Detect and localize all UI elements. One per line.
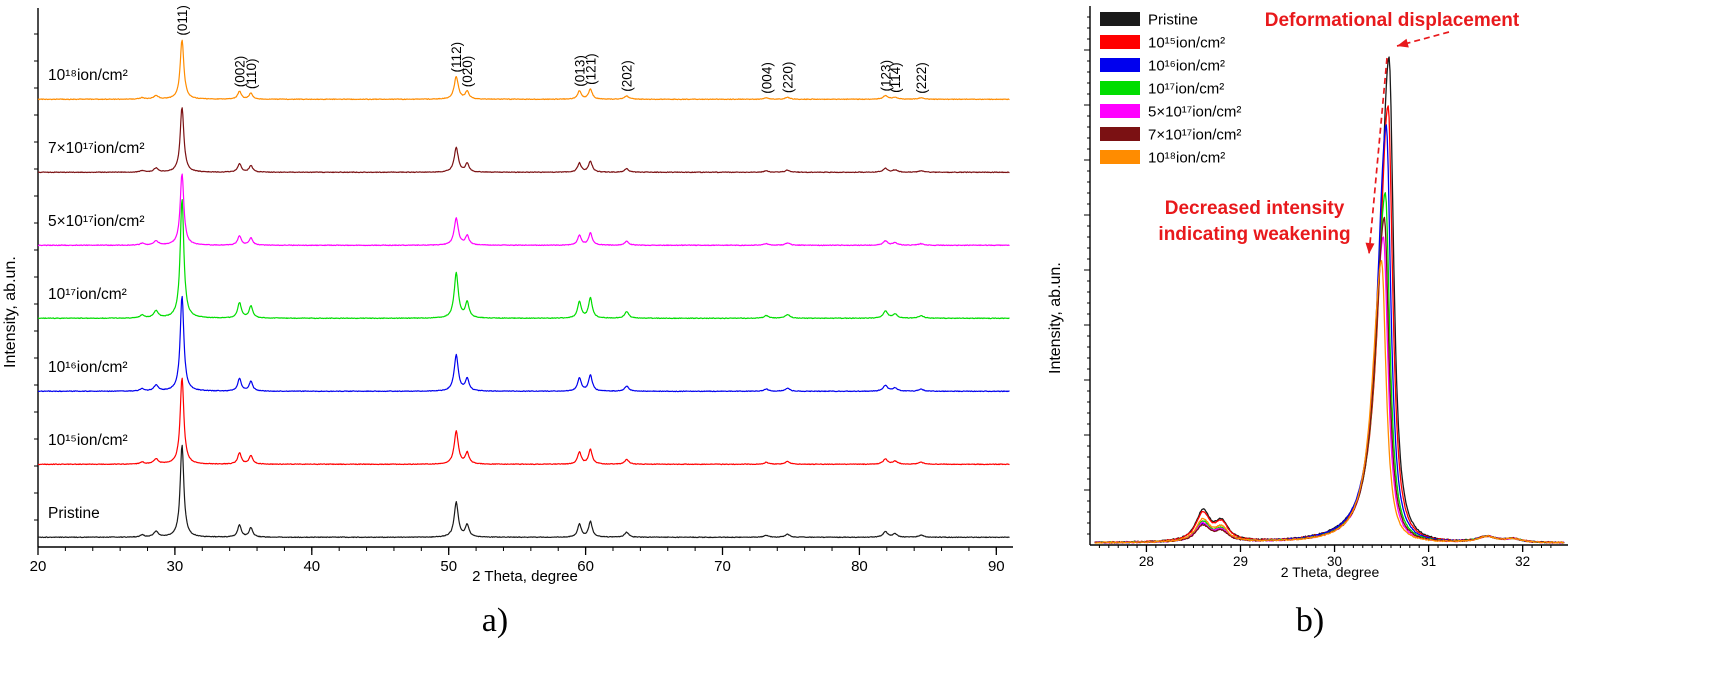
peak-hkl-label: (121) [583,53,598,85]
xrd-trace-0 [37,444,1010,539]
x-tick-label: 30 [1327,554,1342,569]
series-label-4: 5×10¹⁷ion/cm² [48,213,145,230]
x-tick-label: 32 [1515,554,1530,569]
x-tick-label: 90 [988,558,1005,575]
legend-swatch-1 [1100,35,1140,49]
panel-b-caption: b) [1295,602,1325,639]
legend-label-0: Pristine [1148,12,1198,29]
xrd-trace-3 [37,199,1010,320]
deformational-displacement-annotation: Deformational displacement [1264,10,1520,31]
xrd-trace-1 [37,377,1010,466]
peak-hkl-label: (020) [460,56,475,88]
series-label-3: 10¹⁷ion/cm² [48,286,127,303]
zoom-trace-5 [1094,216,1565,544]
peak-hkl-label: (222) [914,62,929,94]
x-tick-label: 31 [1421,554,1436,569]
zoom-trace-1 [1094,105,1565,544]
annotation-line-1: Decreased intensity [1164,198,1345,219]
xrd-trace-2 [37,295,1010,393]
legend-swatch-2 [1100,58,1140,72]
zoom-trace-6 [1094,260,1565,544]
intensity-arrow-head [1365,242,1375,254]
series-label-2: 10¹⁶ion/cm² [48,359,128,376]
peak-hkl-label: (013) [572,55,587,87]
peak-hkl-label: (220) [781,62,796,94]
zoom-trace-2 [1094,124,1565,544]
panel-a-yaxis-title: Intensity, ab.un. [2,256,19,368]
panel-b-xaxis-title: 2 Theta, degree [1280,564,1380,580]
deformation-arrow-head [1397,38,1409,48]
series-label-6: 10¹⁸ion/cm² [48,67,128,84]
annotation-line-2: indicating weakening [1158,223,1351,245]
panel-a-xaxis-title: 2 Theta, degree [472,568,578,585]
x-tick-label: 80 [851,558,868,575]
legend-label-4: 5×10¹⁷ion/cm² [1148,104,1241,121]
xrd-trace-5 [37,107,1010,174]
legend-swatch-4 [1100,104,1140,118]
peak-hkl-label: (011) [175,5,190,36]
series-label-5: 7×10¹⁷ion/cm² [48,140,145,157]
peak-hkl-label: (202) [620,60,635,92]
intensity-arrow [1368,57,1388,255]
x-tick-label: 30 [167,558,184,575]
x-tick-label: 28 [1139,554,1154,569]
peak-hkl-label: (112) [449,42,464,73]
legend-label-2: 10¹⁶ion/cm² [1148,58,1225,75]
legend-swatch-5 [1100,127,1140,141]
peak-hkl-label: (002) [233,56,248,88]
x-tick-label: 60 [577,558,594,575]
panel-b-yaxis-title: Intensity, ab.un. [1047,262,1064,374]
x-tick-label: 50 [440,558,457,575]
peak-hkl-label: (114) [888,62,903,93]
xrd-zoom-chart: 28 29 30 31 32 Pristine 10¹⁵ion/cm² 10¹⁶ion/cm²… [1084,6,1568,569]
series-label-0: Pristine [48,505,100,522]
legend-label-6: 10¹⁸ion/cm² [1148,150,1225,167]
panel-a-caption: a) [481,602,509,639]
x-tick-label: 40 [303,558,320,575]
peak-hkl-label: (110) [244,59,259,90]
legend-swatch-3 [1100,81,1140,95]
legend-swatch-0 [1100,12,1140,26]
xrd-trace-6 [37,39,1010,101]
legend-label-3: 10¹⁷ion/cm² [1148,81,1224,98]
peak-hkl-label: (004) [759,62,774,94]
x-tick-label: 20 [30,558,47,575]
xrd-overview-chart: 20 30 40 50 60 70 80 90 Pristine 10¹⁵ion/cm² 10¹⁶i… [30,5,1013,575]
x-tick-label: 70 [714,558,731,575]
legend-swatch-6 [1100,150,1140,164]
peak-hkl-label: (123) [878,60,893,92]
zoom-trace-4 [1094,236,1565,544]
legend-label-1: 10¹⁵ion/cm² [1148,35,1225,52]
x-tick-label: 29 [1233,554,1248,569]
decreased-intensity-annotation: Decreased intensity indicating weakening [1152,196,1357,247]
legend-label-5: 7×10¹⁷ion/cm² [1148,127,1241,144]
series-label-1: 10¹⁵ion/cm² [48,432,128,449]
xrd-trace-4 [37,173,1010,247]
